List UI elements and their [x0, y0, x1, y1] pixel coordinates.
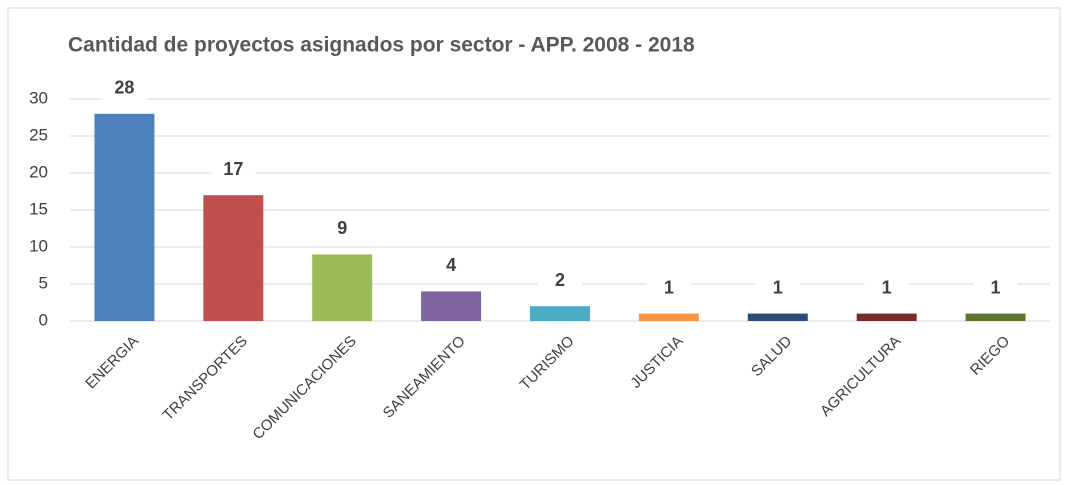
- data-label-background: [973, 275, 1018, 302]
- data-label-background: [755, 275, 800, 302]
- data-label-background: [646, 275, 691, 302]
- chart-title: Cantidad de proyectos asignados por sect…: [68, 34, 695, 57]
- data-label: 9: [337, 218, 347, 238]
- bar: [856, 313, 917, 321]
- data-label-background: [320, 216, 365, 243]
- data-label-background: [429, 253, 474, 280]
- data-label: 28: [114, 78, 134, 98]
- data-label: 1: [991, 277, 1001, 297]
- bar: [421, 291, 482, 321]
- bar: [94, 113, 155, 321]
- data-label: 1: [664, 277, 674, 297]
- bar: [203, 195, 264, 321]
- bar: [312, 254, 373, 321]
- bar: [965, 313, 1026, 321]
- y-tick-label: 0: [39, 310, 48, 329]
- y-tick-label: 15: [29, 199, 48, 218]
- data-label-background: [211, 157, 256, 184]
- y-tick-label: 30: [29, 88, 48, 107]
- data-label-background: [864, 275, 909, 302]
- y-tick-label: 20: [29, 162, 48, 181]
- data-label: 1: [773, 277, 783, 297]
- bar: [638, 313, 699, 321]
- bar: [747, 313, 808, 321]
- data-label-background: [102, 75, 147, 102]
- bar: [530, 306, 590, 321]
- data-label: 4: [446, 255, 456, 275]
- data-label: 2: [555, 270, 565, 290]
- y-tick-label: 5: [39, 273, 48, 292]
- data-label: 1: [882, 277, 892, 297]
- chart-frame: [7, 7, 1061, 481]
- y-tick-label: 10: [29, 236, 48, 255]
- y-tick-label: 25: [29, 125, 48, 144]
- data-label: 17: [223, 159, 243, 179]
- data-label-background: [538, 268, 582, 295]
